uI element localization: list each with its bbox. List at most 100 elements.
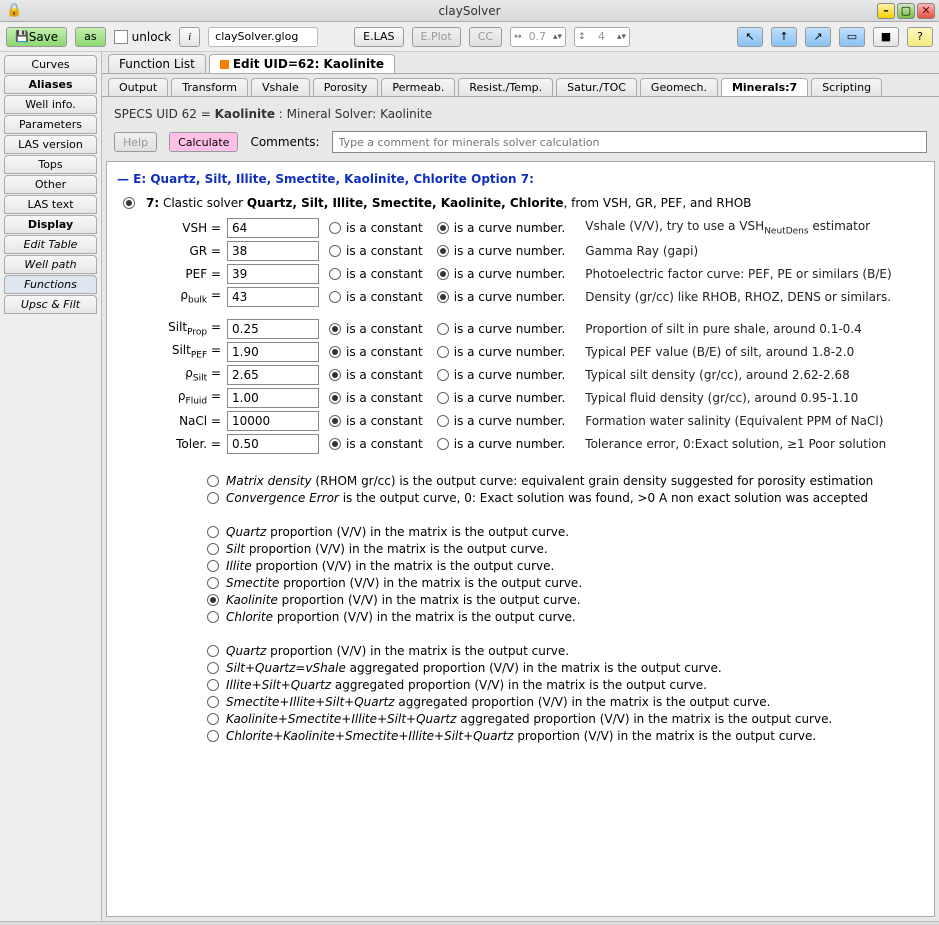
sidebar-well-info-[interactable]: Well info. (4, 95, 97, 114)
cc-button[interactable]: CC (469, 27, 502, 47)
subtab-satur-toc[interactable]: Satur./TOC (556, 78, 637, 96)
sidebar-las-version[interactable]: LAS version (4, 135, 97, 154)
save-button[interactable]: 💾 Save (6, 27, 67, 47)
p2-input-5[interactable] (227, 434, 319, 454)
curve-radio[interactable] (437, 369, 449, 381)
help-button[interactable]: ? (907, 27, 933, 47)
out2-radio-5[interactable] (207, 611, 219, 623)
subtab-porosity[interactable]: Porosity (313, 78, 379, 96)
out2-radio-1[interactable] (207, 543, 219, 555)
eplot-button[interactable]: E.Plot (412, 27, 461, 47)
unlock-group[interactable]: unlock (114, 30, 171, 44)
const-radio[interactable] (329, 323, 341, 335)
out2-radio-4[interactable] (207, 594, 219, 606)
option7-radio[interactable] (123, 197, 135, 209)
close-button[interactable]: ✕ (917, 3, 935, 19)
p2-input-1[interactable] (227, 342, 319, 362)
const-radio[interactable] (329, 291, 341, 303)
p2-input-4[interactable] (227, 411, 319, 431)
curve-radio[interactable] (437, 346, 449, 358)
p1-input-2[interactable] (227, 264, 319, 284)
sidebar-tops[interactable]: Tops (4, 155, 97, 174)
out3-radio-0[interactable] (207, 645, 219, 657)
spinner-2[interactable]: ↕4▴▾ (574, 27, 630, 47)
curve-label: is a curve number. (454, 345, 566, 359)
subtab-resist-temp-[interactable]: Resist./Temp. (458, 78, 553, 96)
sidebar-curves[interactable]: Curves (4, 55, 97, 74)
curve-radio[interactable] (437, 392, 449, 404)
titlebar: 🔒 claySolver – ▢ ✕ (0, 0, 939, 22)
const-radio[interactable] (329, 438, 341, 450)
const-radio[interactable] (329, 245, 341, 257)
sidebar-well-path[interactable]: Well path (4, 255, 97, 274)
curve-radio[interactable] (437, 438, 449, 450)
stop-button[interactable]: ■ (873, 27, 899, 47)
out2-radio-0[interactable] (207, 526, 219, 538)
subtab-output[interactable]: Output (108, 78, 168, 96)
out3-radio-4[interactable] (207, 713, 219, 725)
tab-function-list[interactable]: Function List (108, 54, 206, 73)
subtab-transform[interactable]: Transform (171, 78, 248, 96)
out2-radio-3[interactable] (207, 577, 219, 589)
const-radio[interactable] (329, 392, 341, 404)
const-radio[interactable] (329, 346, 341, 358)
out1-radio-1[interactable] (207, 492, 219, 504)
arrow-ne-button[interactable]: ↗ (805, 27, 831, 47)
sidebar-las-text[interactable]: LAS text (4, 195, 97, 214)
out3-radio-3[interactable] (207, 696, 219, 708)
const-radio[interactable] (329, 415, 341, 427)
tab-edit-uid-62-kaolinite[interactable]: Edit UID=62: Kaolinite (209, 54, 395, 73)
p1-input-0[interactable] (227, 218, 319, 238)
const-radio[interactable] (329, 222, 341, 234)
out2-radio-2[interactable] (207, 560, 219, 572)
out3-text-2: Illite+Silt+Quartz aggregated proportion… (226, 678, 707, 692)
p1-input-3[interactable] (227, 287, 319, 307)
calculate-button[interactable]: Calculate (169, 132, 238, 152)
out3-radio-2[interactable] (207, 679, 219, 691)
p2-input-3[interactable] (227, 388, 319, 408)
maximize-button[interactable]: ▢ (897, 3, 915, 19)
curve-radio[interactable] (437, 222, 449, 234)
sidebar-edit-table[interactable]: Edit Table (4, 235, 97, 254)
sidebar-other[interactable]: Other (4, 175, 97, 194)
help-btn[interactable]: Help (114, 132, 157, 152)
curve-radio[interactable] (437, 323, 449, 335)
curve-radio[interactable] (437, 415, 449, 427)
const-label: is a constant (346, 221, 423, 235)
arrow-nw-button[interactable]: ↖ (737, 27, 763, 47)
curve-radio[interactable] (437, 291, 449, 303)
p1-input-1[interactable] (227, 241, 319, 261)
sidebar-display[interactable]: Display (4, 215, 97, 234)
elas-button[interactable]: E.LAS (354, 27, 403, 47)
subtab-geomech-[interactable]: Geomech. (640, 78, 718, 96)
out1-radio-0[interactable] (207, 475, 219, 487)
info-button[interactable]: i (179, 27, 200, 47)
param-label: SiltPEF = (167, 343, 227, 360)
sidebar-functions[interactable]: Functions (4, 275, 97, 294)
const-radio[interactable] (329, 268, 341, 280)
comment-input[interactable] (332, 131, 927, 153)
out3-radio-5[interactable] (207, 730, 219, 742)
saveas-button[interactable]: as (75, 27, 105, 47)
sidebar-upsc-filt[interactable]: Upsc & Filt (4, 295, 97, 314)
square-button[interactable]: ▭ (839, 27, 865, 47)
spinner-1[interactable]: ↔0.7▴▾ (510, 27, 566, 47)
p2-input-0[interactable] (227, 319, 319, 339)
main: Function ListEdit UID=62: Kaolinite Outp… (102, 52, 939, 921)
scroll-area[interactable]: — E: Quartz, Silt, Illite, Smectite, Kao… (107, 162, 934, 916)
arrow-up-button[interactable]: ↑ (771, 27, 797, 47)
subtab-permeab-[interactable]: Permeab. (381, 78, 455, 96)
sidebar-parameters[interactable]: Parameters (4, 115, 97, 134)
out3-radio-1[interactable] (207, 662, 219, 674)
subtab-minerals-7[interactable]: Minerals:7 (721, 78, 808, 96)
subtab-scripting[interactable]: Scripting (811, 78, 882, 96)
subtab-vshale[interactable]: Vshale (251, 78, 310, 96)
curve-radio[interactable] (437, 268, 449, 280)
content: CurvesAliasesWell info.ParametersLAS ver… (0, 52, 939, 921)
curve-radio[interactable] (437, 245, 449, 257)
sidebar-aliases[interactable]: Aliases (4, 75, 97, 94)
const-radio[interactable] (329, 369, 341, 381)
unlock-checkbox[interactable] (114, 30, 128, 44)
minimize-button[interactable]: – (877, 3, 895, 19)
p2-input-2[interactable] (227, 365, 319, 385)
